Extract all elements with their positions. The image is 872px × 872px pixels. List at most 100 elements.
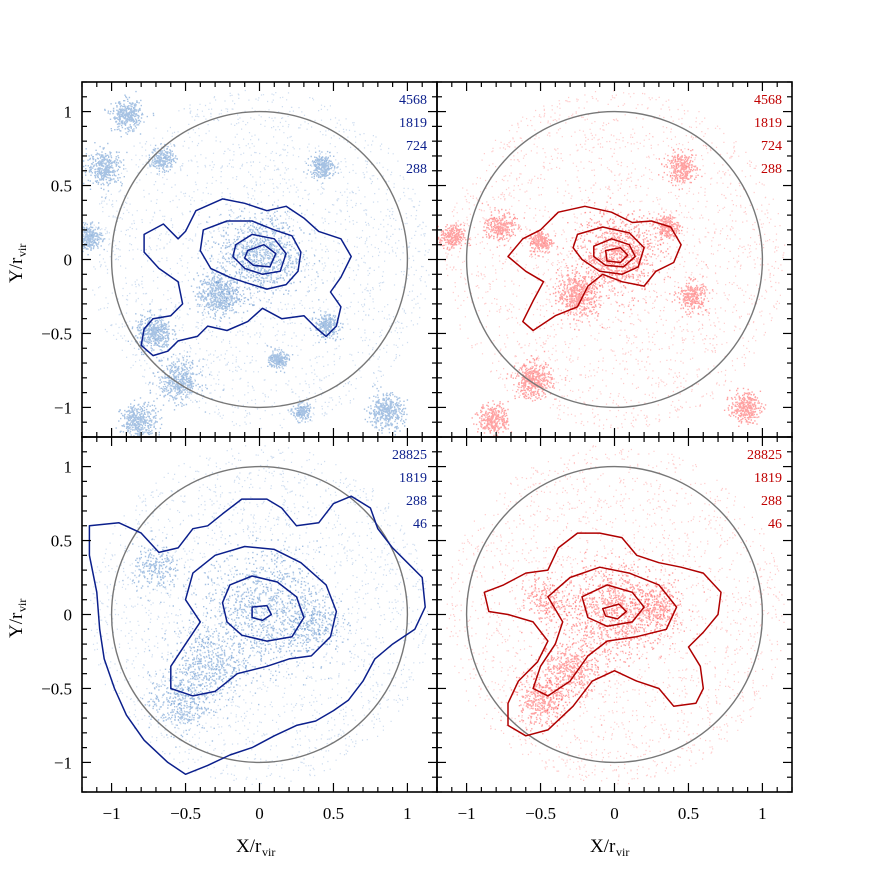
x-tick-label: 0	[255, 804, 264, 823]
x-axis-title-right-sub: vir	[616, 845, 629, 859]
contour-level-label: 28825	[392, 448, 427, 463]
contour-1	[532, 566, 678, 697]
particle-points	[437, 90, 786, 437]
ticks	[436, 81, 793, 438]
contour-level-label: 724	[406, 139, 427, 154]
contour-level-label: 288	[761, 494, 782, 509]
contour-level-label: 1819	[754, 116, 782, 131]
clump-7	[471, 400, 513, 437]
y-axis-title-top: Y/r vir	[6, 244, 29, 283]
contour-level-label: 1819	[754, 471, 782, 486]
virial-circle	[110, 110, 409, 409]
clump-3	[628, 578, 705, 645]
contour-0	[507, 205, 682, 332]
x-axis-title-right: X/r vir	[590, 836, 629, 859]
panel-bottom-left: 28825 1819 288 46 −1 −0.5 0 0.5 1 −1 −0.5 0 0.5 1	[41, 436, 438, 823]
y-tick-label: −0.5	[41, 324, 72, 343]
panel-frame	[436, 436, 793, 793]
contour-3	[601, 603, 628, 620]
clump-6	[723, 387, 767, 427]
y-tick-label: 0	[64, 606, 73, 625]
particle-points	[446, 445, 785, 785]
virial-circle	[465, 110, 764, 409]
contour-1	[572, 226, 645, 276]
contour-level-label: 1819	[399, 116, 427, 131]
x-axis-title-right-main: X/r	[590, 836, 616, 857]
clump-1	[147, 617, 260, 721]
density-contours	[140, 198, 352, 357]
density-contours	[88, 495, 426, 776]
clump-2	[141, 649, 229, 748]
ticks	[81, 81, 438, 438]
x-axis-title-left: X/r vir	[236, 836, 275, 859]
ticks	[81, 436, 438, 793]
clump-7	[104, 90, 155, 138]
contour-level-label: 724	[761, 139, 782, 154]
clump-2	[505, 350, 567, 402]
y-axis-title-bottom: Y/r vir	[6, 599, 29, 638]
clump-5	[363, 384, 409, 436]
contour-level-label: 4568	[754, 93, 782, 108]
clump-6	[82, 142, 128, 199]
clump-4	[519, 571, 584, 634]
x-axis-title-left-sub: vir	[262, 845, 275, 859]
density-contours	[507, 205, 682, 332]
clump-4	[122, 530, 186, 603]
contour-1	[170, 545, 338, 697]
x-tick-label: −1	[458, 804, 476, 823]
contour-level-label: 1819	[399, 471, 427, 486]
y-tick-label: −0.5	[41, 679, 72, 698]
contour-1	[199, 220, 302, 290]
panel-frame	[81, 81, 438, 438]
clump-8	[437, 222, 472, 251]
x-tick-label: 0.5	[678, 804, 699, 823]
contour-0	[88, 495, 426, 776]
contour-2	[232, 233, 287, 276]
clump-0	[543, 547, 691, 726]
clump-3	[149, 351, 224, 413]
virial-circle	[465, 465, 764, 764]
contour-level-label: 46	[413, 517, 427, 532]
y-tick-label: −1	[54, 753, 72, 772]
x-tick-label: 0.5	[323, 804, 344, 823]
contour-3	[604, 246, 629, 264]
clump-9	[520, 228, 559, 258]
y-tick-label: 1	[64, 103, 73, 122]
panel-frame	[436, 81, 793, 438]
clump-10	[266, 345, 294, 374]
particle-points	[90, 444, 429, 785]
x-tick-label: −0.5	[170, 804, 201, 823]
x-tick-label: −0.5	[525, 804, 556, 823]
virial-circle	[110, 465, 409, 764]
contour-2	[593, 238, 636, 268]
y-tick-label: 0	[64, 251, 73, 270]
clump-2	[500, 670, 582, 735]
panels: 45681819724288−1−0.500.51456818197242882…	[41, 81, 793, 823]
particle-points	[82, 89, 430, 437]
contour-level-label: 288	[406, 162, 427, 177]
clump-5	[669, 264, 714, 318]
x-tick-label: −1	[103, 804, 121, 823]
clump-3	[658, 148, 703, 191]
contour-0	[140, 198, 352, 357]
x-axis-title-left-main: X/r	[236, 836, 262, 857]
y-tick-label: −1	[54, 398, 72, 417]
clump-4	[115, 397, 163, 437]
clump-9	[303, 150, 340, 184]
clump-4	[481, 202, 525, 249]
contour-2	[581, 584, 645, 628]
contour-level-label: 288	[406, 494, 427, 509]
clump-1	[189, 257, 254, 328]
panel-top-right: 4568 1819 724 288	[436, 81, 793, 438]
contour-level-label: 4568	[399, 93, 427, 108]
y-axis-title-top-sub: vir	[15, 244, 29, 257]
contour-level-label: 46	[768, 517, 782, 532]
y-tick-label: 1	[64, 458, 73, 477]
x-tick-label: 1	[403, 804, 412, 823]
clump-12	[309, 300, 344, 344]
y-axis-title-bottom-main: Y/r	[6, 612, 27, 638]
y-axis-title-top-main: Y/r	[6, 257, 27, 283]
contour-level-label: 288	[761, 162, 782, 177]
contour-2	[221, 575, 305, 642]
